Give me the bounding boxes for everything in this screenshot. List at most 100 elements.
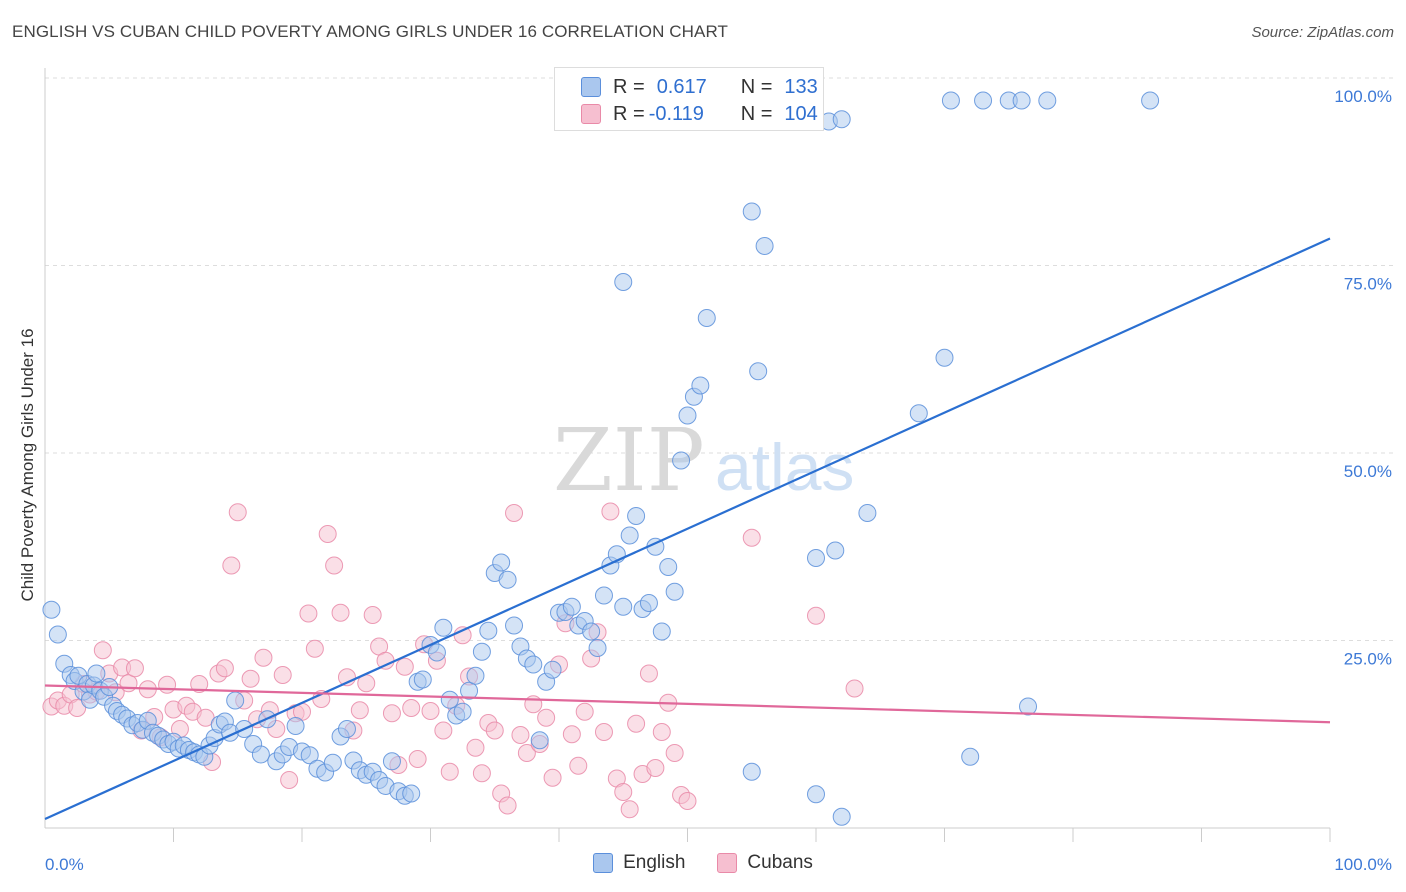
data-point bbox=[672, 451, 691, 470]
data-point bbox=[125, 659, 144, 678]
data-point bbox=[87, 664, 106, 683]
legend-n-value: 133 bbox=[784, 75, 818, 98]
data-point bbox=[68, 699, 87, 717]
legend-n-value: 104 bbox=[784, 102, 818, 125]
data-point bbox=[961, 747, 980, 766]
data-point bbox=[434, 618, 453, 637]
legend-row-cubans: R = -0.119 N = 104 bbox=[555, 101, 818, 127]
data-point bbox=[517, 744, 536, 762]
data-point bbox=[639, 664, 658, 683]
data-point bbox=[858, 504, 877, 522]
data-point bbox=[427, 643, 446, 662]
legend-box: R = 0.617 N = 133 R = -0.119 N = 104 bbox=[554, 67, 824, 131]
data-point bbox=[119, 674, 138, 693]
data-point bbox=[665, 582, 684, 601]
cubans-swatch bbox=[581, 104, 601, 124]
data-point bbox=[254, 648, 273, 667]
data-point bbox=[807, 785, 825, 804]
data-point bbox=[331, 603, 350, 622]
data-point bbox=[832, 807, 851, 826]
data-point bbox=[505, 616, 524, 635]
data-point bbox=[832, 110, 851, 129]
data-point bbox=[190, 675, 209, 693]
legend-r-label: R = bbox=[613, 102, 645, 125]
legend-n-label: N = bbox=[740, 102, 773, 125]
data-point bbox=[652, 622, 671, 641]
grid-lines bbox=[45, 77, 1395, 641]
source-label: Source: ZipAtlas.com bbox=[1251, 24, 1394, 41]
data-point bbox=[569, 756, 588, 775]
data-point bbox=[652, 723, 671, 741]
data-point bbox=[614, 597, 633, 616]
data-point bbox=[562, 597, 581, 616]
data-point bbox=[305, 639, 324, 658]
data-point bbox=[402, 699, 421, 717]
data-point bbox=[575, 702, 594, 721]
legend-r-value: 0.617 bbox=[656, 75, 707, 98]
english-trend-line bbox=[44, 237, 1331, 821]
data-point bbox=[337, 720, 356, 738]
data-point bbox=[530, 731, 549, 750]
data-point bbox=[251, 745, 270, 764]
cubans-points bbox=[42, 502, 864, 819]
chart-title: ENGLISH VS CUBAN CHILD POVERTY AMONG GIR… bbox=[12, 22, 729, 41]
data-point bbox=[582, 622, 601, 641]
y-tick-label: 75.0% bbox=[1344, 275, 1392, 294]
data-point bbox=[382, 704, 401, 723]
data-point bbox=[845, 679, 864, 698]
data-point bbox=[241, 669, 260, 688]
data-point bbox=[466, 666, 485, 685]
data-point bbox=[472, 764, 491, 783]
data-point bbox=[620, 526, 639, 545]
data-point bbox=[691, 376, 710, 395]
data-point bbox=[228, 503, 247, 522]
legend-r-label: R = bbox=[613, 75, 645, 98]
data-point bbox=[639, 594, 658, 612]
data-point bbox=[646, 759, 665, 777]
cubans-trend-line bbox=[44, 684, 1331, 724]
bottom-legend: English Cubans bbox=[0, 852, 1406, 874]
data-point bbox=[742, 528, 761, 547]
data-point bbox=[659, 558, 678, 576]
data-point bbox=[402, 784, 421, 803]
data-point bbox=[382, 752, 401, 771]
data-point bbox=[941, 91, 960, 110]
data-point bbox=[350, 701, 369, 720]
data-point bbox=[408, 750, 427, 768]
data-point bbox=[601, 502, 620, 521]
data-point bbox=[325, 556, 344, 575]
data-point bbox=[1019, 697, 1038, 716]
data-point bbox=[614, 273, 633, 291]
data-point bbox=[158, 675, 177, 694]
bottom-legend-label: English bbox=[623, 852, 686, 873]
data-point bbox=[466, 738, 485, 757]
bottom-legend-english: English bbox=[593, 852, 685, 874]
data-point bbox=[742, 202, 761, 221]
english-points bbox=[42, 91, 1160, 826]
data-point bbox=[93, 641, 112, 660]
cubans-swatch bbox=[717, 853, 738, 873]
legend-row-english: R = 0.617 N = 133 bbox=[555, 74, 818, 100]
x-tick-label: 0.0% bbox=[45, 855, 84, 874]
data-point bbox=[1038, 91, 1057, 110]
data-point bbox=[594, 586, 613, 605]
bottom-legend-cubans: Cubans bbox=[717, 852, 813, 874]
x-tick-label: 100.0% bbox=[1334, 855, 1392, 874]
data-point bbox=[627, 507, 646, 525]
data-point bbox=[498, 570, 517, 589]
data-point bbox=[524, 655, 543, 674]
data-point bbox=[460, 681, 479, 700]
watermark-atlas: atlas bbox=[715, 430, 854, 504]
data-point bbox=[299, 604, 318, 623]
data-point bbox=[492, 553, 511, 572]
data-point bbox=[678, 406, 697, 425]
data-point bbox=[440, 690, 459, 709]
data-point bbox=[222, 556, 241, 575]
data-point bbox=[421, 702, 440, 720]
data-point bbox=[826, 541, 845, 560]
data-point bbox=[742, 762, 761, 781]
english-swatch bbox=[593, 853, 614, 873]
data-point bbox=[543, 660, 562, 679]
data-point bbox=[665, 744, 684, 762]
